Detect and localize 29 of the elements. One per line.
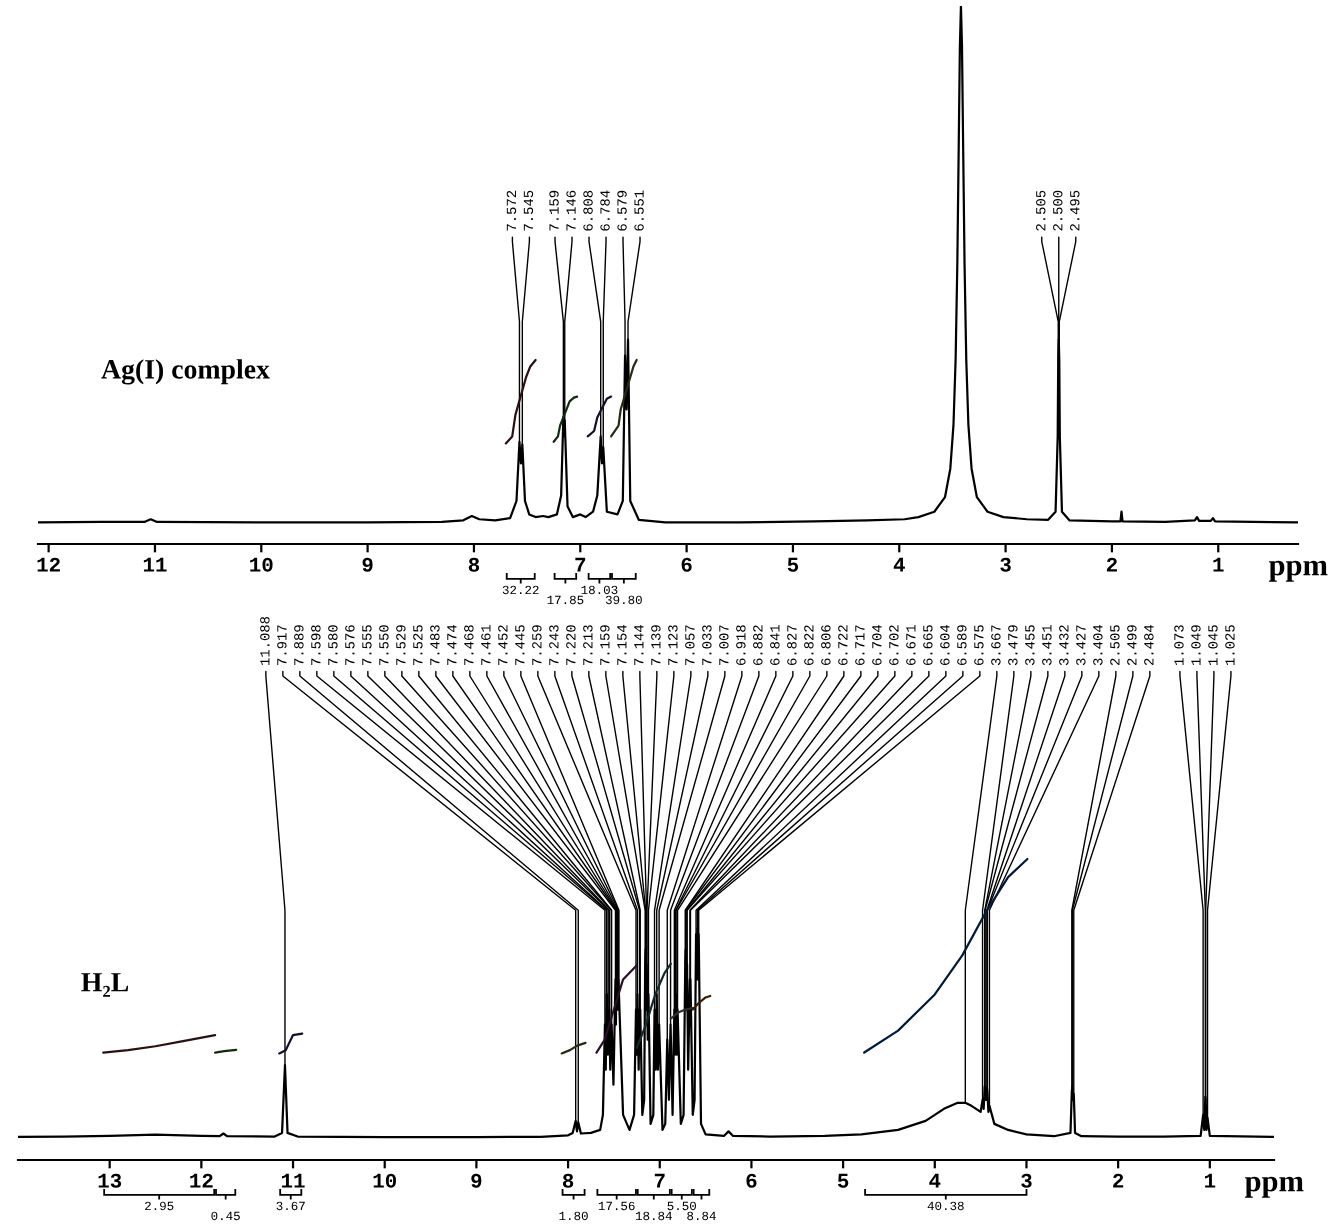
x-tick-label: 1: [1204, 1173, 1216, 1188]
x-tick-label: 9: [471, 1173, 482, 1188]
x-tick-label: 11: [143, 557, 167, 572]
x-tick-label: 4: [929, 1173, 941, 1188]
x-tick-label: 2: [1106, 557, 1117, 572]
x-tick-label: 8: [562, 1173, 574, 1188]
x-tick-label: 12: [37, 557, 60, 572]
x-tick-label: 13: [98, 1173, 122, 1188]
x-tick-label: 1: [1213, 557, 1224, 572]
x-tick-label: 7: [575, 557, 586, 572]
x-tick-label: 10: [250, 557, 273, 572]
x-tick-label: 5: [837, 1173, 849, 1188]
x-tick-label: 10: [373, 1173, 397, 1188]
x-tick-label: 6: [746, 1173, 757, 1188]
x-tick-label: 3: [1000, 557, 1011, 572]
x-tick-label: 3: [1021, 1173, 1032, 1188]
x-tick-label: 12: [190, 1173, 213, 1188]
x-tick-label: 5: [787, 557, 799, 572]
x-axis-title: ppm: [1268, 560, 1328, 582]
x-tick-label: 9: [362, 557, 373, 572]
x-tick-label: 2: [1113, 1173, 1124, 1188]
x-tick-label: 8: [468, 557, 480, 572]
text: Ag(I) complex: [101, 359, 270, 385]
x-tick-label: 7: [654, 1173, 665, 1188]
x-tick-label: 4: [893, 557, 905, 572]
x-axis-title: ppm: [1244, 1176, 1304, 1198]
x-tick-label: 11: [281, 1173, 305, 1188]
x-tick-label: 6: [681, 557, 692, 572]
text: H₂L: [81, 973, 129, 997]
